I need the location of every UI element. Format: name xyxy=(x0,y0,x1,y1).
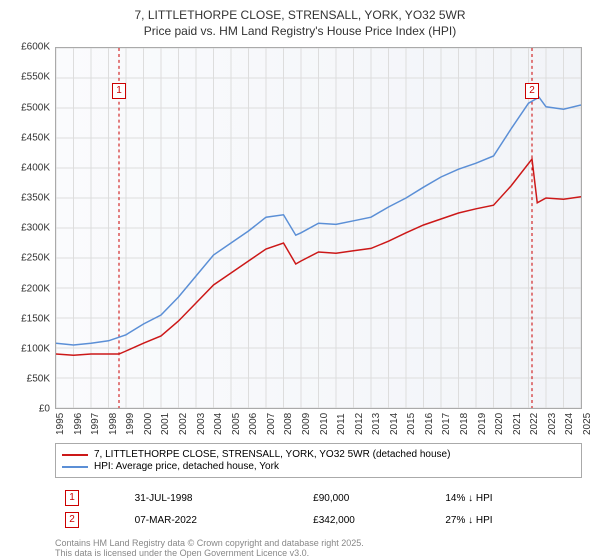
ytick-label: £300K xyxy=(21,223,50,234)
ytick-label: £600K xyxy=(21,42,50,53)
ytick-label: £500K xyxy=(21,102,50,113)
attribution-line1: Contains HM Land Registry data © Crown c… xyxy=(55,538,590,548)
event-row: 1 31-JUL-1998£90,00014% ↓ HPI xyxy=(57,488,580,508)
xtick-label: 1995 xyxy=(55,407,66,435)
event-marker: 2 xyxy=(525,83,539,99)
xtick-label: 2013 xyxy=(371,407,382,435)
attribution: Contains HM Land Registry data © Crown c… xyxy=(55,538,590,558)
gridlines xyxy=(56,48,581,408)
xtick-label: 2000 xyxy=(143,407,154,435)
xtick-label: 2006 xyxy=(248,407,259,435)
ytick-label: £400K xyxy=(21,162,50,173)
y-axis: £0£50K£100K£150K£200K£250K£300K£350K£400… xyxy=(10,47,52,409)
legend-row: HPI: Average price, detached house, York xyxy=(62,461,575,472)
event-date: 31-JUL-1998 xyxy=(127,488,304,508)
xtick-label: 2017 xyxy=(441,407,452,435)
xtick-label: 2015 xyxy=(406,407,417,435)
ytick-label: £550K xyxy=(21,72,50,83)
ytick-label: £150K xyxy=(21,313,50,324)
legend-label: 7, LITTLETHORPE CLOSE, STRENSALL, YORK, … xyxy=(94,449,450,460)
xtick-label: 2023 xyxy=(547,407,558,435)
title-line1: 7, LITTLETHORPE CLOSE, STRENSALL, YORK, … xyxy=(10,8,590,24)
event-price: £90,000 xyxy=(305,488,435,508)
events-table: 1 31-JUL-1998£90,00014% ↓ HPI 2 07-MAR-2022… xyxy=(55,486,582,532)
title-line2: Price paid vs. HM Land Registry's House … xyxy=(10,24,590,40)
chart-area: £0£50K£100K£150K£200K£250K£300K£350K£400… xyxy=(55,47,582,437)
title-block: 7, LITTLETHORPE CLOSE, STRENSALL, YORK, … xyxy=(10,8,590,39)
event-row: 2 07-MAR-2022£342,00027% ↓ HPI xyxy=(57,510,580,530)
xtick-label: 2002 xyxy=(178,407,189,435)
xtick-label: 2011 xyxy=(336,407,347,435)
event-price: £342,000 xyxy=(305,510,435,530)
legend-swatch xyxy=(62,466,88,468)
attribution-line2: This data is licensed under the Open Gov… xyxy=(55,548,590,558)
xtick-label: 1997 xyxy=(90,407,101,435)
plot: 12 xyxy=(55,47,582,409)
xtick-label: 2010 xyxy=(319,407,330,435)
ytick-label: £0 xyxy=(39,404,50,415)
xtick-label: 2024 xyxy=(564,407,575,435)
ytick-label: £50K xyxy=(27,374,50,385)
ytick-label: £200K xyxy=(21,283,50,294)
xtick-label: 1996 xyxy=(73,407,84,435)
xtick-label: 2016 xyxy=(424,407,435,435)
xtick-label: 2001 xyxy=(160,407,171,435)
x-axis: 1995 1996 1997 1998 1999 2000 2001 2002 2003 2004… xyxy=(55,409,582,437)
xtick-label: 2025 xyxy=(582,407,593,435)
xtick-label: 2020 xyxy=(494,407,505,435)
xtick-label: 2005 xyxy=(231,407,242,435)
ytick-label: £450K xyxy=(21,132,50,143)
xtick-label: 2003 xyxy=(196,407,207,435)
ytick-label: £100K xyxy=(21,343,50,354)
legend-row: 7, LITTLETHORPE CLOSE, STRENSALL, YORK, … xyxy=(62,449,575,460)
xtick-label: 2021 xyxy=(512,407,523,435)
event-num-box: 2 xyxy=(65,512,79,528)
xtick-label: 2008 xyxy=(283,407,294,435)
xtick-label: 2014 xyxy=(389,407,400,435)
event-delta: 27% ↓ HPI xyxy=(437,510,580,530)
event-marker: 1 xyxy=(112,83,126,99)
event-date: 07-MAR-2022 xyxy=(127,510,304,530)
xtick-label: 1999 xyxy=(125,407,136,435)
legend-swatch xyxy=(62,454,88,456)
xtick-label: 2012 xyxy=(354,407,365,435)
xtick-label: 2018 xyxy=(459,407,470,435)
xtick-label: 1998 xyxy=(108,407,119,435)
ytick-label: £350K xyxy=(21,193,50,204)
xtick-label: 2022 xyxy=(529,407,540,435)
event-delta: 14% ↓ HPI xyxy=(437,488,580,508)
xtick-label: 2019 xyxy=(477,407,488,435)
xtick-label: 2004 xyxy=(213,407,224,435)
legend: 7, LITTLETHORPE CLOSE, STRENSALL, YORK, … xyxy=(55,443,582,478)
xtick-label: 2007 xyxy=(266,407,277,435)
plot-svg xyxy=(56,48,581,408)
legend-label: HPI: Average price, detached house, York xyxy=(94,461,279,472)
ytick-label: £250K xyxy=(21,253,50,264)
event-num-box: 1 xyxy=(65,490,79,506)
chart-container: 7, LITTLETHORPE CLOSE, STRENSALL, YORK, … xyxy=(0,0,600,560)
xtick-label: 2009 xyxy=(301,407,312,435)
